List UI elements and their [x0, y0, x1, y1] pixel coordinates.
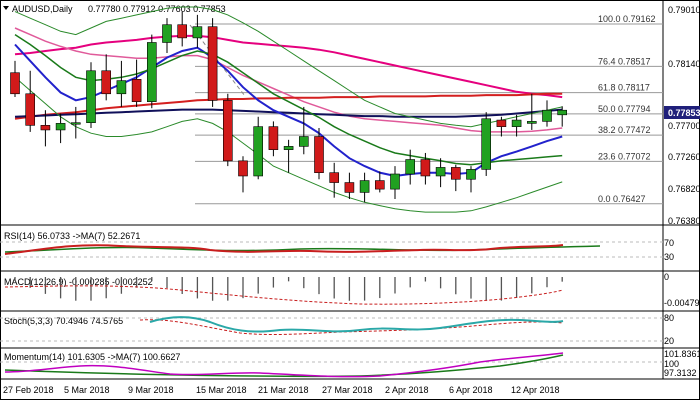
candle-body: [435, 167, 446, 177]
candle-body: [116, 80, 127, 95]
candle-body: [253, 126, 263, 177]
price-tick: 0.76380: [668, 216, 700, 226]
candle-body: [192, 26, 203, 39]
momentum-line: [4, 352, 564, 378]
momentum-axis-low: 97.3132: [664, 368, 697, 378]
candle-body: [207, 26, 218, 101]
rsi-ma-line: [4, 245, 601, 253]
moving-average-line: [14, 108, 563, 118]
fib-level-label: 50.0 0.77794: [598, 104, 651, 114]
symbol-label: AUDUSD,Daily: [12, 4, 73, 14]
stochastic-panel: Stoch(5,3,3) 70.4946 74.5765 80 20: [0, 313, 674, 346]
rsi-panel: RSI(14) 56.0733 ->MA(7) 52.2671 70 30: [0, 231, 674, 262]
candle-body: [314, 136, 324, 173]
fib-level-label: 0.0 0.76427: [598, 194, 646, 204]
current-price-tag: [664, 106, 700, 119]
rsi-line: [4, 244, 564, 255]
candle-body: [25, 93, 36, 126]
stoch-label: Stoch(5,3,3) 70.4946 74.5765: [4, 316, 123, 326]
candle-body: [238, 160, 248, 177]
stoch-axis-20: 20: [664, 336, 674, 346]
price-tick: 0.77700: [668, 121, 700, 131]
price-tick: 0.78140: [668, 59, 700, 69]
candle-body: [359, 180, 370, 193]
candle-body: [55, 123, 66, 131]
candle-body: [131, 79, 142, 102]
momentum-panel: Momentum(14) 101.6305 ->MA(7) 100.6627 1…: [0, 349, 700, 378]
candle-body: [450, 167, 461, 180]
macd-signal-line: [4, 285, 564, 305]
candle-body: [511, 119, 522, 127]
stoch-axis-80: 80: [664, 313, 674, 323]
macd-axis-min: -0.00479: [664, 298, 700, 308]
fib-level-label: 76.4 0.78517: [598, 56, 651, 66]
current-price-value: 0.77853: [668, 108, 700, 118]
price-tick: 0.76820: [668, 184, 700, 194]
candle-body: [329, 172, 340, 183]
date-tick: 27 Feb 2018: [3, 385, 54, 395]
rsi-axis-70: 70: [664, 238, 674, 248]
candle-body: [71, 122, 81, 125]
macd-label: MACD(12,26,9) -0.000285 -0.002252: [4, 277, 153, 287]
moving-average-line: [14, 34, 563, 99]
candle-body: [557, 109, 568, 116]
date-tick: 15 Mar 2018: [196, 385, 247, 395]
candle-body: [496, 119, 507, 127]
candle-body: [481, 118, 492, 170]
date-tick: 2 Apr 2018: [385, 385, 429, 395]
rsi-axis-30: 30: [664, 252, 674, 262]
candle-body: [162, 24, 172, 43]
candle-body: [420, 159, 431, 177]
candle-body: [526, 121, 537, 124]
collapse-triangle-icon[interactable]: [3, 6, 9, 10]
candle-body: [86, 70, 96, 124]
candle-body: [10, 72, 20, 95]
momentum-axis-high: 101.8361: [664, 349, 700, 359]
date-tick: 5 Mar 2018: [64, 385, 110, 395]
candle-body: [466, 169, 476, 180]
macd-panel: MACD(12,26,9) -0.000285 -0.002252 0 -0.0…: [4, 272, 700, 308]
candle-body: [405, 159, 416, 175]
candle-body: [374, 180, 385, 190]
moving-average-line: [14, 76, 563, 213]
candle-body: [223, 100, 233, 162]
fib-level-label: 38.2 0.77472: [598, 125, 651, 135]
candle-body: [542, 109, 552, 122]
momentum-label: Momentum(14) 101.6305 ->MA(7) 100.6627: [4, 352, 180, 362]
candlesticks: [10, 11, 568, 203]
date-tick: 9 Mar 2018: [128, 385, 174, 395]
chart-header: AUDUSD,Daily 0.77780 0.77912 0.77603 0.7…: [3, 4, 226, 14]
stoch-main-line: [149, 316, 564, 333]
candle-body: [283, 146, 294, 150]
candle-body: [177, 24, 187, 39]
candle-body: [268, 126, 279, 150]
candle-body: [298, 136, 309, 147]
price-tick: 0.77260: [668, 152, 700, 162]
rsi-label: RSI(14) 56.0733 ->MA(7) 52.2671: [4, 231, 140, 241]
candle-body: [40, 125, 51, 131]
momentum-axis-mid: 100: [664, 359, 679, 369]
candle-body: [390, 173, 400, 190]
candle-body: [344, 182, 355, 193]
price-axis: 0.79010 0.78140 0.77700 0.77260 0.76820 …: [664, 5, 700, 226]
date-tick: 6 Apr 2018: [449, 385, 493, 395]
ohlc-values: 0.77780 0.77912 0.77603 0.77853: [88, 4, 226, 14]
moving-average-line: [14, 6, 563, 128]
date-tick: 21 Mar 2018: [258, 385, 309, 395]
date-axis: 27 Feb 2018 5 Mar 2018 9 Mar 2018 15 Mar…: [3, 385, 560, 395]
macd-axis-zero: 0: [664, 272, 669, 282]
candle-body: [147, 42, 157, 102]
price-tick: 0.79010: [668, 5, 700, 15]
date-tick: 12 Apr 2018: [511, 385, 560, 395]
fib-level-label: 23.6 0.77072: [598, 151, 651, 161]
fib-level-label: 61.8 0.78117: [598, 83, 650, 93]
moving-average-line: [14, 92, 563, 120]
candle-body: [101, 70, 111, 95]
date-tick: 27 Mar 2018: [322, 385, 373, 395]
fib-level-label: 100.0 0.79162: [598, 14, 656, 24]
